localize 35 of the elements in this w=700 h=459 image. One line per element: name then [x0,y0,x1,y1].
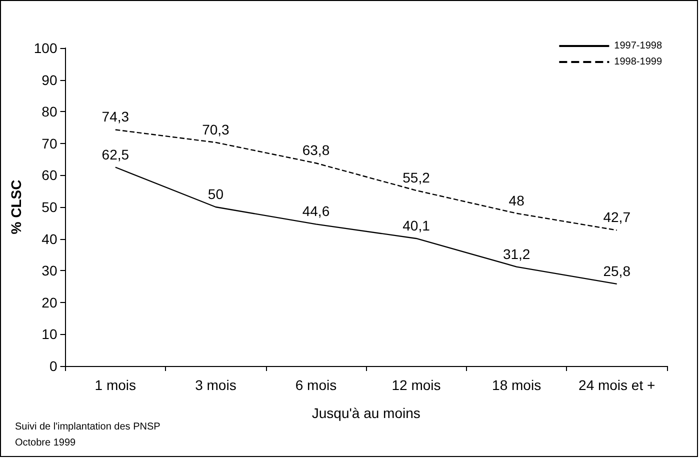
data-label: 55,2 [402,169,430,186]
data-label: 31,2 [502,246,530,262]
data-label: 25,8 [603,262,631,279]
x-tick-label: 12 mois [392,377,441,393]
x-tick-label: 3 mois [195,377,236,393]
data-label: 42,7 [603,209,631,226]
data-label: 50 [208,186,224,202]
text: Octobre 1999 [15,438,76,448]
x-tick-label: 18 mois [492,377,542,393]
y-tick-label: 0 [49,358,58,374]
text: Suivi de l'implantation des PNSP [15,422,161,432]
y-tick-label: 70 [42,135,58,152]
x-tick-label: 24 mois et + [578,377,656,393]
y-tick-label: 40 [42,230,58,247]
legend-label: 1997-1998 [614,40,662,52]
data-label: 63,8 [302,142,330,158]
y-tick-label: 100 [34,40,58,56]
y-tick-label: 60 [42,167,58,184]
data-label: 44,6 [302,203,330,220]
x-tick-label: 6 mois [295,377,337,393]
data-label: 40,1 [402,217,430,234]
y-tick-label: 90 [42,72,58,88]
legend-label: 1998-1999 [614,56,662,68]
y-tick-label: 20 [42,294,58,310]
x-tick-label: 1 mois [94,377,136,393]
x-axis-title: Jusqu'à au moins [312,405,420,421]
data-label: 62,5 [102,146,130,162]
data-label: 74,3 [102,108,130,125]
data-label: 48 [508,192,525,208]
data-label: 70,3 [202,121,230,138]
y-tick-label: 50 [42,199,58,215]
y-axis-title: % CLSC [8,180,24,234]
y-tick-label: 30 [42,262,58,279]
y-tick-label: 80 [42,104,58,120]
y-tick-label: 10 [42,326,58,342]
